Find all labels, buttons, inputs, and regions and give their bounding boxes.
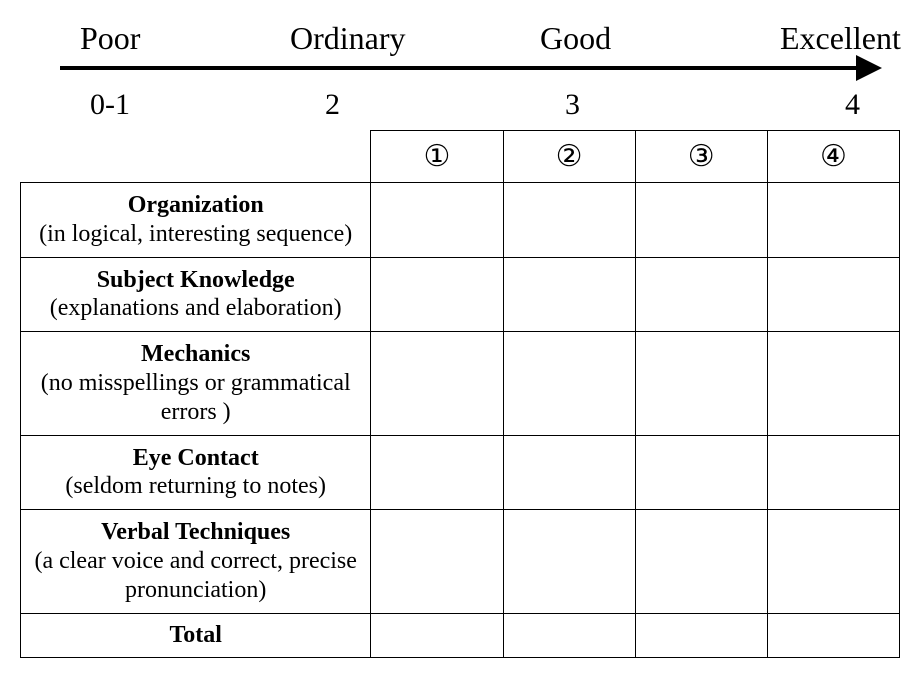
scale-label-poor: Poor bbox=[80, 20, 140, 57]
scale-number-3: 3 bbox=[565, 88, 580, 122]
criterion-desc: (explanations and elaboration) bbox=[27, 294, 364, 323]
criterion-title: Organization bbox=[27, 191, 364, 220]
score-cell[interactable] bbox=[371, 435, 503, 510]
criterion-title: Subject Knowledge bbox=[27, 266, 364, 295]
rubric-page: Poor Ordinary Good Excellent 0-1 2 3 4 ①… bbox=[0, 0, 920, 678]
header-blank-cell bbox=[21, 131, 371, 183]
score-cell[interactable] bbox=[503, 257, 635, 332]
score-cell[interactable] bbox=[503, 332, 635, 435]
scale-number-0-1: 0-1 bbox=[90, 88, 130, 122]
scale-label-ordinary: Ordinary bbox=[290, 20, 406, 57]
scale-number-2: 2 bbox=[325, 88, 340, 122]
score-cell[interactable] bbox=[503, 510, 635, 613]
header-col-4: ④ bbox=[767, 131, 899, 183]
criterion-title: Verbal Techniques bbox=[27, 518, 364, 547]
rating-scale: Poor Ordinary Good Excellent 0-1 2 3 4 bbox=[60, 20, 890, 130]
rubric-table: ① ② ③ ④ Organization (in logical, intere… bbox=[20, 130, 900, 658]
header-col-3: ③ bbox=[635, 131, 767, 183]
scale-number-4: 4 bbox=[845, 88, 860, 122]
score-cell[interactable] bbox=[371, 510, 503, 613]
criterion-desc: (no misspellings or grammatical errors ) bbox=[27, 369, 364, 427]
table-header-row: ① ② ③ ④ bbox=[21, 131, 900, 183]
header-col-1: ① bbox=[371, 131, 503, 183]
score-cell[interactable] bbox=[767, 332, 899, 435]
score-cell[interactable] bbox=[635, 435, 767, 510]
scale-label-good: Good bbox=[540, 20, 611, 57]
score-cell[interactable] bbox=[635, 257, 767, 332]
total-cell[interactable] bbox=[767, 613, 899, 657]
criterion-mechanics: Mechanics (no misspellings or grammatica… bbox=[21, 332, 371, 435]
score-cell[interactable] bbox=[767, 435, 899, 510]
table-total-row: Total bbox=[21, 613, 900, 657]
score-cell[interactable] bbox=[503, 435, 635, 510]
score-cell[interactable] bbox=[635, 183, 767, 258]
arrow-head-icon bbox=[856, 55, 882, 81]
score-cell[interactable] bbox=[371, 257, 503, 332]
score-cell[interactable] bbox=[635, 332, 767, 435]
table-row: Subject Knowledge (explanations and elab… bbox=[21, 257, 900, 332]
score-cell[interactable] bbox=[503, 183, 635, 258]
criterion-title: Eye Contact bbox=[27, 444, 364, 473]
scale-label-excellent: Excellent bbox=[780, 20, 901, 57]
criterion-desc: (in logical, interesting sequence) bbox=[27, 220, 364, 249]
criterion-eye-contact: Eye Contact (seldom returning to notes) bbox=[21, 435, 371, 510]
criterion-subject-knowledge: Subject Knowledge (explanations and elab… bbox=[21, 257, 371, 332]
total-label-cell: Total bbox=[21, 613, 371, 657]
criterion-desc: (a clear voice and correct, precise pron… bbox=[27, 547, 364, 605]
score-cell[interactable] bbox=[767, 510, 899, 613]
total-label: Total bbox=[27, 622, 364, 649]
total-cell[interactable] bbox=[371, 613, 503, 657]
score-cell[interactable] bbox=[371, 332, 503, 435]
table-row: Eye Contact (seldom returning to notes) bbox=[21, 435, 900, 510]
criterion-verbal-techniques: Verbal Techniques (a clear voice and cor… bbox=[21, 510, 371, 613]
criterion-desc: (seldom returning to notes) bbox=[27, 472, 364, 501]
table-row: Organization (in logical, interesting se… bbox=[21, 183, 900, 258]
score-cell[interactable] bbox=[767, 183, 899, 258]
score-cell[interactable] bbox=[371, 183, 503, 258]
table-row: Mechanics (no misspellings or grammatica… bbox=[21, 332, 900, 435]
score-cell[interactable] bbox=[767, 257, 899, 332]
table-row: Verbal Techniques (a clear voice and cor… bbox=[21, 510, 900, 613]
total-cell[interactable] bbox=[503, 613, 635, 657]
header-col-2: ② bbox=[503, 131, 635, 183]
criterion-organization: Organization (in logical, interesting se… bbox=[21, 183, 371, 258]
arrow-line bbox=[60, 66, 860, 70]
total-cell[interactable] bbox=[635, 613, 767, 657]
criterion-title: Mechanics bbox=[27, 340, 364, 369]
score-cell[interactable] bbox=[635, 510, 767, 613]
